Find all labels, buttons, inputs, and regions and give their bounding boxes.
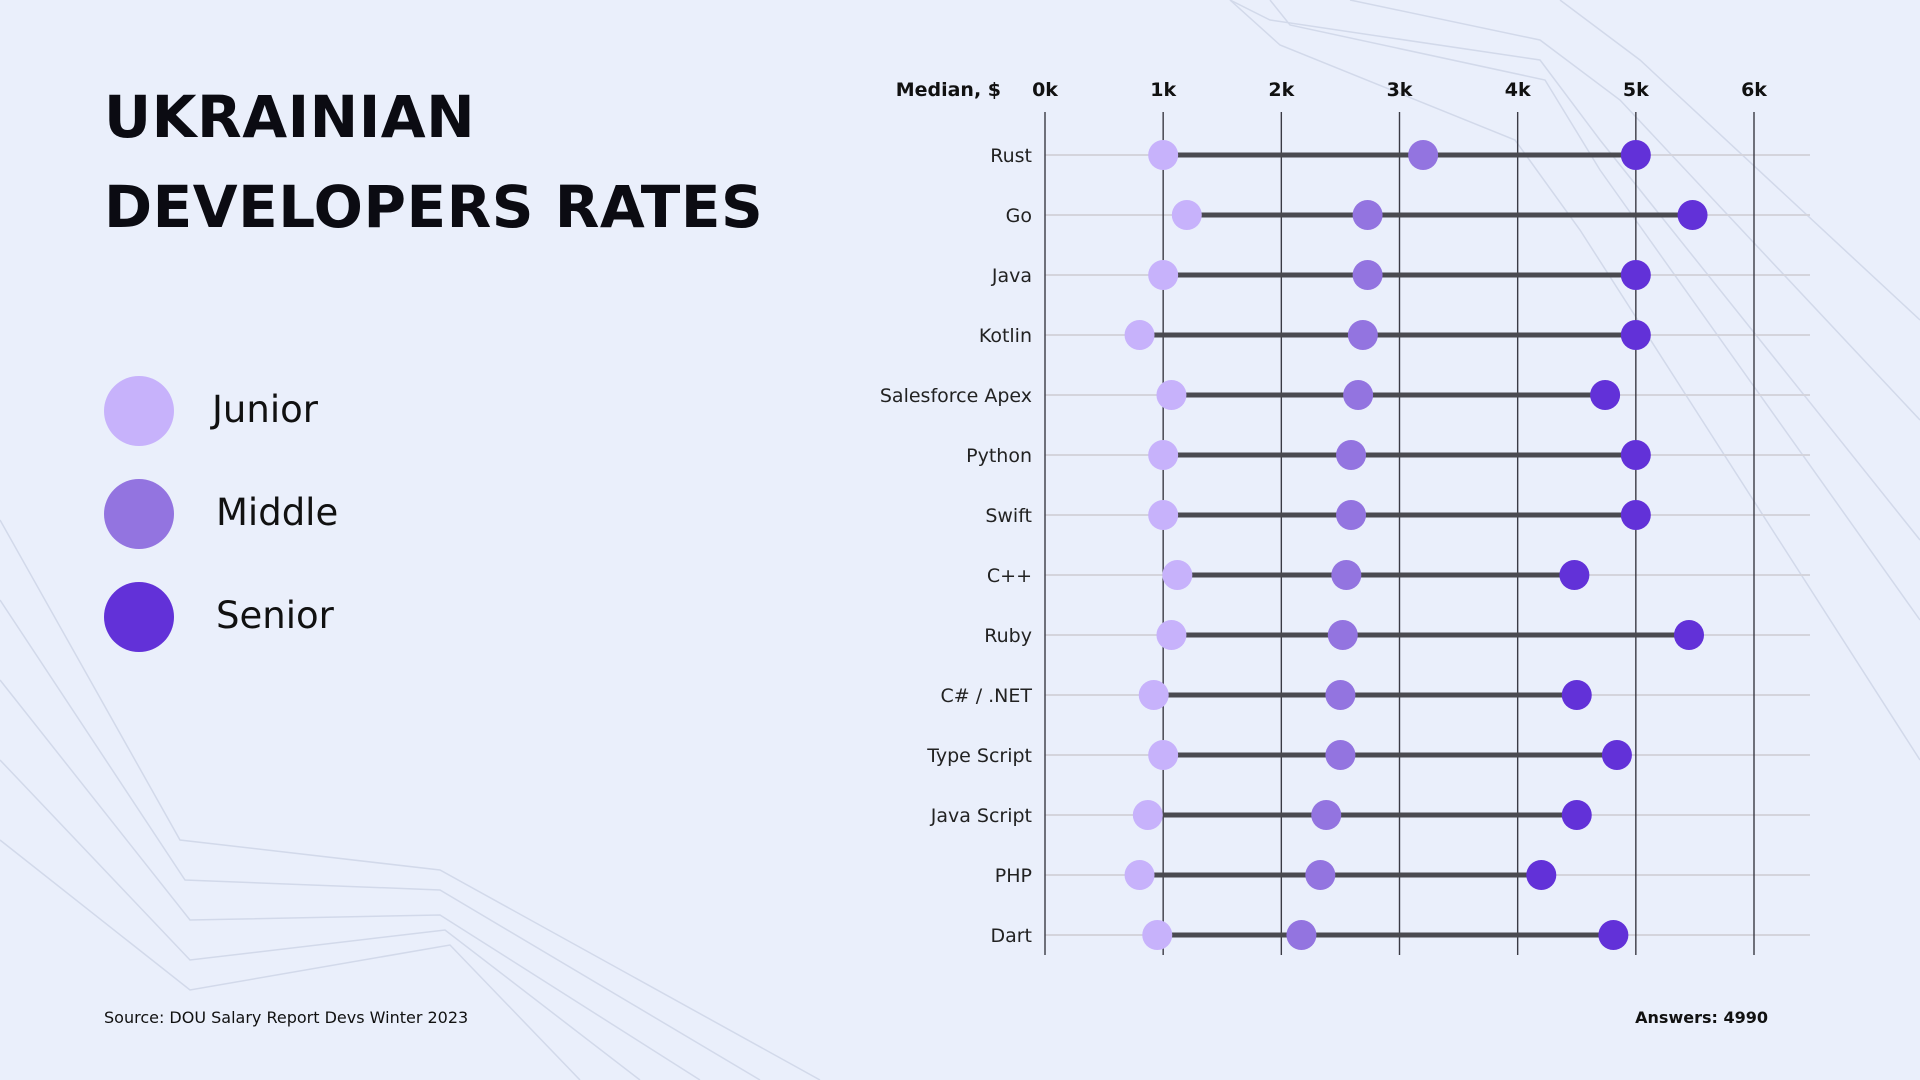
x-tick-label: 5k — [1623, 79, 1649, 101]
senior-point — [1620, 440, 1651, 470]
legend-label-junior: Junior — [212, 388, 318, 431]
middle-point — [1331, 560, 1362, 590]
junior-point — [1124, 860, 1155, 890]
senior-point — [1590, 380, 1621, 410]
x-axis-ticks: 0k 1k 2k 3k 4k 5k 6k — [1032, 79, 1767, 101]
middle-point — [1408, 140, 1439, 170]
senior-point — [1526, 860, 1557, 890]
x-tick-label: 0k — [1032, 79, 1058, 101]
junior-point — [1142, 920, 1173, 950]
legend-label-middle: Middle — [216, 491, 339, 534]
category-label: Java Script — [930, 805, 1032, 827]
category-label: Ruby — [984, 625, 1032, 647]
middle-point — [1325, 680, 1356, 710]
middle-point — [1327, 620, 1358, 650]
page-title: UKRAINIAN DEVELOPERS RATES — [104, 72, 804, 252]
senior-point — [1620, 140, 1651, 170]
legend-swatch-senior — [104, 582, 174, 652]
middle-point — [1352, 260, 1383, 290]
middle-point — [1286, 920, 1317, 950]
junior-point — [1156, 380, 1187, 410]
category-label: C# / .NET — [940, 685, 1032, 707]
chart-row: Go — [1006, 200, 1708, 230]
senior-point — [1598, 920, 1629, 950]
category-label: Java — [991, 265, 1032, 287]
senior-point — [1677, 200, 1708, 230]
x-tick-label: 3k — [1387, 79, 1413, 101]
senior-point — [1620, 320, 1651, 350]
middle-point — [1325, 740, 1356, 770]
chart-row: Dart — [990, 920, 1629, 950]
chart-row: Java Script — [930, 800, 1592, 830]
junior-point — [1132, 800, 1163, 830]
senior-point — [1601, 740, 1632, 770]
category-label: Rust — [990, 145, 1032, 167]
category-label: Go — [1006, 205, 1032, 227]
category-label: Salesforce Apex — [880, 385, 1032, 407]
source-note: Source: DOU Salary Report Devs Winter 20… — [104, 1008, 469, 1027]
junior-point — [1138, 680, 1169, 710]
senior-point — [1561, 800, 1592, 830]
legend-swatch-junior — [104, 376, 174, 446]
x-tick-label: 2k — [1268, 79, 1294, 101]
legend-item-junior: Junior — [104, 376, 424, 446]
category-label: Type Script — [926, 745, 1032, 767]
chart-row: Java — [991, 260, 1651, 290]
chart-row: Salesforce Apex — [880, 380, 1621, 410]
chart-row: PHP — [995, 860, 1557, 890]
middle-point — [1336, 440, 1367, 470]
senior-point — [1620, 260, 1651, 290]
junior-point — [1162, 560, 1193, 590]
x-tick-label: 4k — [1505, 79, 1531, 101]
category-label: PHP — [995, 865, 1032, 887]
chart-rows: Rust Go Java Kotlin Salesforce Apex Python Swi… — [880, 140, 1708, 950]
chart-row: Rust — [990, 140, 1651, 170]
category-label: Dart — [990, 925, 1032, 947]
junior-point — [1171, 200, 1202, 230]
category-label: Kotlin — [979, 325, 1032, 347]
junior-point — [1148, 140, 1179, 170]
junior-point — [1124, 320, 1155, 350]
junior-point — [1148, 440, 1179, 470]
category-label: Swift — [985, 505, 1032, 527]
category-label: Python — [966, 445, 1032, 467]
title-line-1: UKRAINIAN — [104, 83, 476, 151]
x-tick-label: 6k — [1741, 79, 1767, 101]
middle-point — [1336, 500, 1367, 530]
junior-point — [1148, 500, 1179, 530]
chart-row: Swift — [985, 500, 1651, 530]
middle-point — [1305, 860, 1336, 890]
junior-point — [1148, 260, 1179, 290]
middle-point — [1352, 200, 1383, 230]
category-label: C++ — [987, 565, 1032, 587]
middle-point — [1347, 320, 1378, 350]
chart-row: Type Script — [926, 740, 1632, 770]
chart-row: C# / .NET — [940, 680, 1592, 710]
x-tick-label: 1k — [1150, 79, 1176, 101]
legend-label-senior: Senior — [216, 594, 334, 637]
answers-count: Answers: 4990 — [1635, 1008, 1768, 1027]
axis-title: Median, $ — [896, 79, 1001, 101]
grid — [1044, 112, 1810, 955]
junior-point — [1156, 620, 1187, 650]
legend-item-senior: Senior — [104, 582, 424, 652]
senior-point — [1620, 500, 1651, 530]
middle-point — [1343, 380, 1374, 410]
chart-row: C++ — [987, 560, 1590, 590]
chart-row: Python — [966, 440, 1651, 470]
middle-point — [1311, 800, 1342, 830]
senior-point — [1674, 620, 1705, 650]
senior-point — [1561, 680, 1592, 710]
junior-point — [1148, 740, 1179, 770]
chart-row: Ruby — [984, 620, 1705, 650]
chart-row: Kotlin — [979, 320, 1651, 350]
title-line-2: DEVELOPERS RATES — [104, 173, 764, 241]
legend-swatch-middle — [104, 479, 174, 549]
legend-item-middle: Middle — [104, 479, 424, 549]
senior-point — [1559, 560, 1590, 590]
